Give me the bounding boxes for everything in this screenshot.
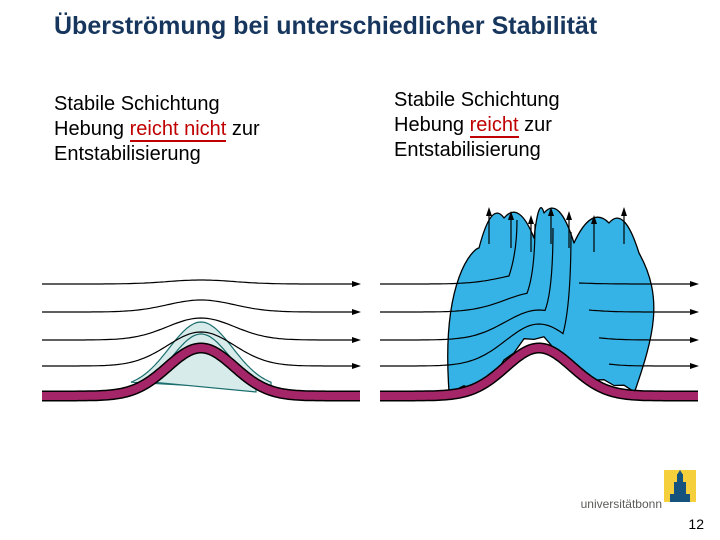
- caption-right-line2a: Hebung: [394, 114, 470, 136]
- caption-right: Stabile Schichtung Hebung reicht zur Ent…: [394, 88, 704, 163]
- caption-left: Stabile Schichtung Hebung reicht nicht z…: [54, 92, 364, 167]
- caption-right-highlight: reicht: [470, 114, 519, 138]
- caption-left-line3: Entstabilisierung: [54, 143, 201, 165]
- streamline: [42, 300, 354, 312]
- terrain-outline: [380, 348, 698, 396]
- caption-left-line1: Stabile Schichtung: [54, 93, 220, 115]
- panel-left: [36, 200, 366, 440]
- diagram-right: [374, 200, 704, 440]
- caption-left-highlight: reicht nicht: [130, 118, 227, 142]
- streamline: [42, 280, 354, 284]
- slide-title: Überströmung bei unterschiedlicher Stabi…: [54, 12, 654, 41]
- terrain: [380, 348, 698, 396]
- caption-right-line1: Stabile Schichtung: [394, 89, 560, 111]
- panel-right: [374, 200, 704, 440]
- diagram-left: [36, 200, 366, 440]
- university-logo: universitätbonn: [566, 470, 696, 510]
- logo-text: universitätbonn: [581, 497, 662, 510]
- page-number: 12: [688, 516, 704, 532]
- caption-right-line3: Entstabilisierung: [394, 139, 541, 161]
- caption-right-line2b: zur: [519, 114, 552, 136]
- logo-svg: universitätbonn: [566, 470, 696, 510]
- caption-left-line2b: zur: [226, 118, 259, 140]
- caption-left-line2a: Hebung: [54, 118, 130, 140]
